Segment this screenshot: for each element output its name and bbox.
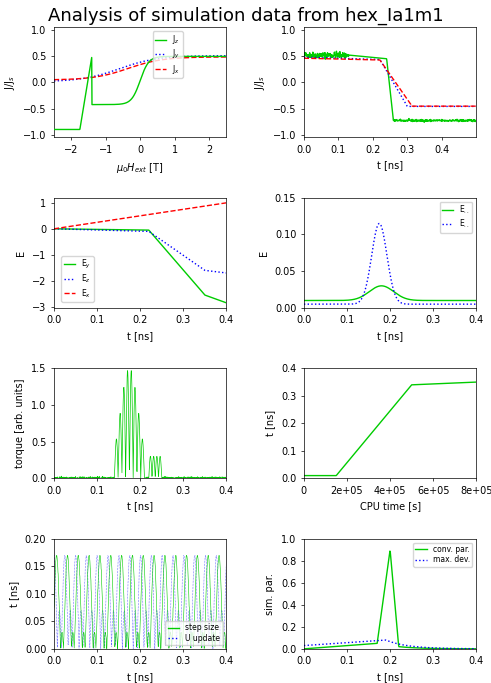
Legend: E$_y$, E$_z$, E$_x$: E$_y$, E$_z$, E$_x$ — [61, 256, 94, 302]
Y-axis label: sim. par.: sim. par. — [265, 573, 275, 615]
X-axis label: t [ns]: t [ns] — [127, 501, 153, 512]
Y-axis label: E: E — [259, 250, 269, 256]
Y-axis label: E: E — [16, 250, 27, 256]
Legend: J$_z$, J$_y$, J$_x$: J$_z$, J$_y$, J$_x$ — [153, 31, 183, 78]
Y-axis label: t [ns]: t [ns] — [265, 410, 275, 436]
X-axis label: $\mu_0 H_{ext}$ [T]: $\mu_0 H_{ext}$ [T] — [116, 161, 164, 175]
X-axis label: t [ns]: t [ns] — [377, 161, 403, 171]
Y-axis label: torque [arb. units]: torque [arb. units] — [15, 378, 26, 468]
X-axis label: t [ns]: t [ns] — [377, 331, 403, 341]
Legend: E$_{..}$, E$_{..}$: E$_{..}$, E$_{..}$ — [439, 201, 472, 233]
X-axis label: CPU time [s]: CPU time [s] — [359, 501, 421, 512]
Y-axis label: t [ns]: t [ns] — [9, 581, 19, 607]
X-axis label: t [ns]: t [ns] — [127, 331, 153, 341]
X-axis label: t [ns]: t [ns] — [127, 672, 153, 682]
Y-axis label: J/J$_s$: J/J$_s$ — [3, 75, 17, 90]
Text: Analysis of simulation data from hex_Ia1m1: Analysis of simulation data from hex_Ia1… — [48, 7, 443, 25]
X-axis label: t [ns]: t [ns] — [377, 672, 403, 682]
Y-axis label: J/J$_s$: J/J$_s$ — [253, 75, 267, 90]
Legend: conv. par., max. dev.: conv. par., max. dev. — [413, 543, 472, 567]
Legend: step size, U update: step size, U update — [165, 621, 222, 645]
